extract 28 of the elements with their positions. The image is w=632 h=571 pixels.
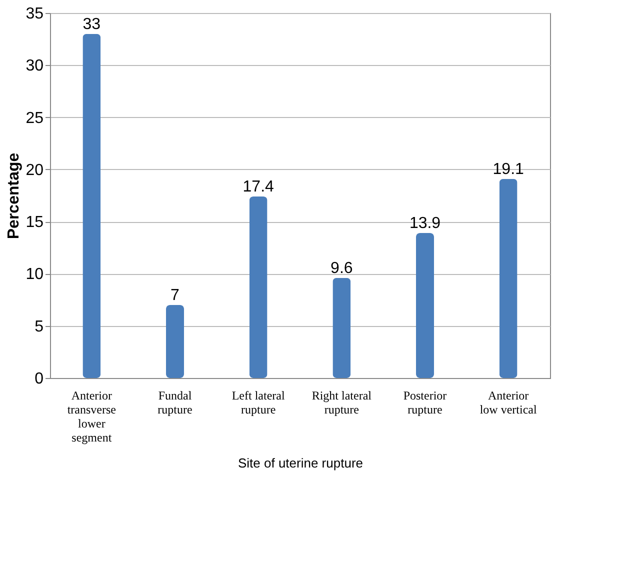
data-label: 19.1 bbox=[492, 160, 524, 178]
bar bbox=[416, 233, 434, 378]
data-label: 13.9 bbox=[409, 215, 441, 232]
x-tick-label: Posterior rupture bbox=[403, 388, 447, 416]
y-tick-label: 35 bbox=[26, 6, 44, 22]
data-label: 9.6 bbox=[330, 260, 353, 277]
x-tick-label: Right lateral rupture bbox=[312, 388, 372, 416]
x-tick-label: Left lateral rupture bbox=[232, 388, 286, 416]
data-label: 33 bbox=[82, 16, 101, 33]
bar bbox=[499, 178, 518, 378]
y-tick-label: 30 bbox=[26, 58, 44, 75]
data-label: 7 bbox=[170, 287, 180, 304]
x-tick-label: Anterior low vertical bbox=[480, 388, 538, 416]
bar bbox=[332, 278, 351, 378]
bar bbox=[249, 196, 268, 378]
y-tick-label: 20 bbox=[26, 162, 44, 179]
bar bbox=[166, 305, 184, 378]
x-tick-label: Anterior transverse lower segment bbox=[67, 388, 116, 444]
y-tick-label: 15 bbox=[26, 214, 44, 232]
y-tick-label: 0 bbox=[34, 370, 44, 388]
x-axis-title: Site of uterine rupture bbox=[238, 456, 364, 470]
data-label: 17.4 bbox=[242, 178, 274, 196]
y-tick-label: 10 bbox=[26, 266, 44, 284]
bar bbox=[82, 34, 101, 378]
y-axis-title: Percentage bbox=[6, 152, 23, 240]
y-tick-label: 25 bbox=[26, 110, 44, 127]
y-tick-label: 5 bbox=[34, 318, 44, 336]
x-tick-label: Fundal rupture bbox=[158, 388, 192, 416]
